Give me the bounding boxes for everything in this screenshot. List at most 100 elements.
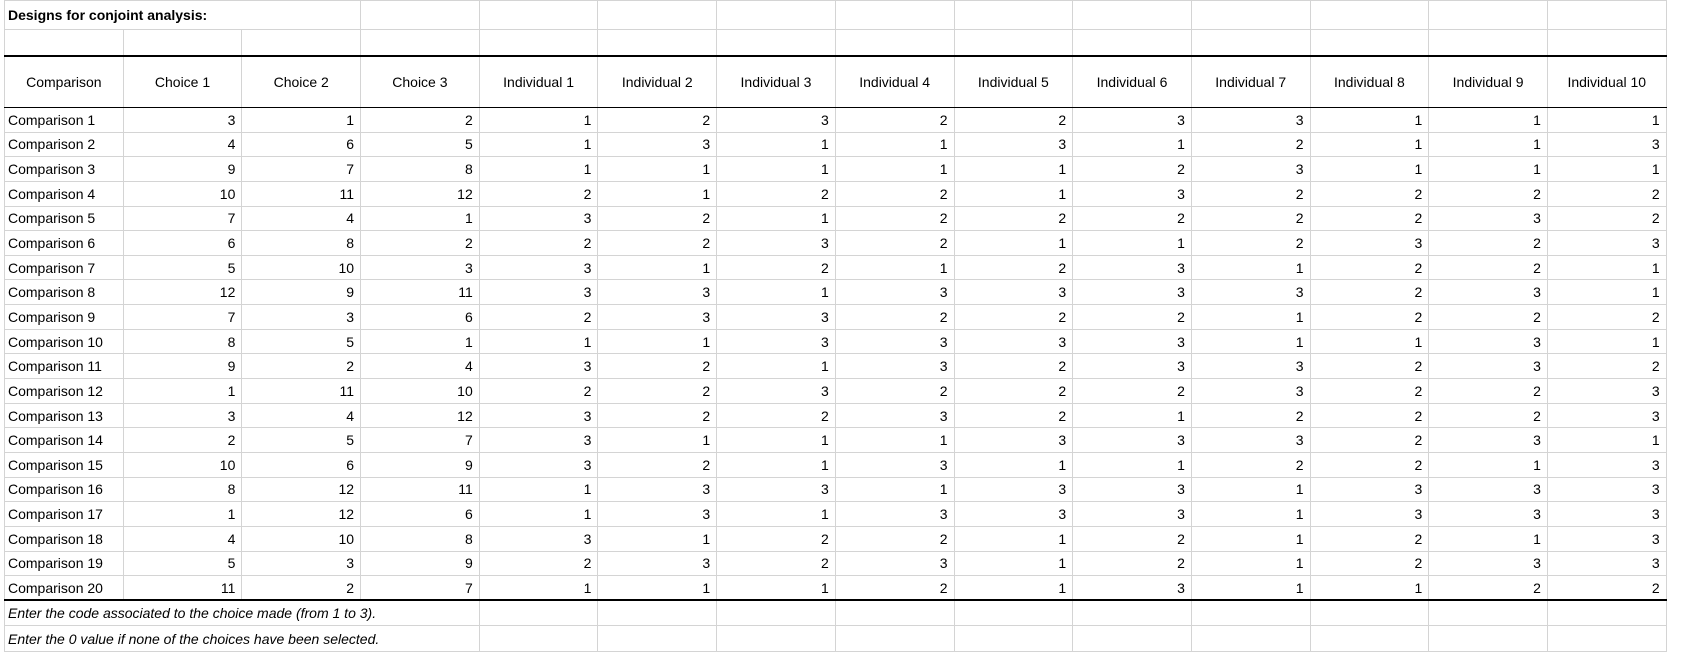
- value-cell[interactable]: 3: [1190, 378, 1311, 404]
- value-cell[interactable]: 12: [360, 402, 480, 429]
- value-cell[interactable]: 3: [360, 254, 480, 281]
- value-cell[interactable]: 3: [1190, 156, 1311, 182]
- value-cell[interactable]: 11: [122, 575, 243, 602]
- value-cell[interactable]: 1: [834, 476, 955, 503]
- value-cell[interactable]: 1: [1546, 279, 1667, 306]
- empty-cell[interactable]: [1546, 625, 1667, 652]
- value-cell[interactable]: 2: [1309, 427, 1430, 453]
- value-cell[interactable]: 9: [360, 550, 480, 577]
- value-cell[interactable]: 1: [478, 131, 599, 158]
- value-cell[interactable]: 1: [1190, 476, 1311, 503]
- value-cell[interactable]: 7: [360, 427, 480, 453]
- value-cell[interactable]: 1: [1309, 107, 1430, 133]
- comparison-label[interactable]: Comparison 5: [4, 205, 124, 232]
- value-cell[interactable]: 2: [716, 180, 836, 207]
- value-cell[interactable]: 3: [1072, 575, 1192, 602]
- value-cell[interactable]: 1: [1190, 575, 1311, 602]
- value-cell[interactable]: 1: [478, 328, 599, 355]
- value-cell[interactable]: 3: [834, 353, 955, 380]
- value-cell[interactable]: 3: [953, 279, 1074, 306]
- value-cell[interactable]: 1: [716, 353, 836, 380]
- value-cell[interactable]: 2: [953, 254, 1074, 281]
- value-cell[interactable]: 2: [1190, 205, 1311, 232]
- value-cell[interactable]: 1: [834, 427, 955, 453]
- empty-cell[interactable]: [1309, 0, 1430, 30]
- value-cell[interactable]: 1: [1190, 328, 1311, 355]
- value-cell[interactable]: 1: [716, 205, 836, 232]
- comparison-label[interactable]: Comparison 12: [4, 378, 124, 404]
- empty-cell[interactable]: [953, 625, 1074, 652]
- empty-cell[interactable]: [1072, 29, 1192, 57]
- value-cell[interactable]: 9: [122, 353, 243, 380]
- value-cell[interactable]: 3: [1428, 476, 1548, 503]
- value-cell[interactable]: 1: [1072, 131, 1192, 158]
- value-cell[interactable]: 2: [834, 230, 955, 256]
- value-cell[interactable]: 11: [360, 476, 480, 503]
- value-cell[interactable]: 2: [1072, 378, 1192, 404]
- comparison-label[interactable]: Comparison 11: [4, 353, 124, 380]
- value-cell[interactable]: 3: [1546, 131, 1667, 158]
- value-cell[interactable]: 2: [1309, 254, 1430, 281]
- value-cell[interactable]: 1: [360, 205, 480, 232]
- value-cell[interactable]: 2: [1309, 353, 1430, 380]
- value-cell[interactable]: 3: [597, 550, 718, 577]
- value-cell[interactable]: 1: [953, 575, 1074, 602]
- empty-cell[interactable]: [1190, 0, 1311, 30]
- comparison-label[interactable]: Comparison 13: [4, 402, 124, 429]
- value-cell[interactable]: 10: [360, 378, 480, 404]
- value-cell[interactable]: 2: [1309, 180, 1430, 207]
- value-cell[interactable]: 3: [716, 107, 836, 133]
- value-cell[interactable]: 7: [360, 575, 480, 602]
- value-cell[interactable]: 2: [241, 575, 362, 602]
- value-cell[interactable]: 1: [716, 451, 836, 478]
- empty-cell[interactable]: [1072, 0, 1192, 30]
- value-cell[interactable]: 3: [1546, 451, 1667, 478]
- column-header[interactable]: Choice 1: [122, 55, 243, 108]
- value-cell[interactable]: 2: [716, 254, 836, 281]
- value-cell[interactable]: 2: [597, 402, 718, 429]
- value-cell[interactable]: 2: [953, 205, 1074, 232]
- value-cell[interactable]: 7: [122, 304, 243, 330]
- value-cell[interactable]: 3: [1072, 328, 1192, 355]
- value-cell[interactable]: 2: [360, 230, 480, 256]
- comparison-label[interactable]: Comparison 14: [4, 427, 124, 453]
- value-cell[interactable]: 3: [1428, 279, 1548, 306]
- value-cell[interactable]: 1: [1428, 451, 1548, 478]
- value-cell[interactable]: 3: [122, 402, 243, 429]
- value-cell[interactable]: 1: [1428, 525, 1548, 552]
- column-header[interactable]: Individual 9: [1428, 55, 1548, 108]
- comparison-label[interactable]: Comparison 6: [4, 230, 124, 256]
- value-cell[interactable]: 3: [716, 304, 836, 330]
- value-cell[interactable]: 3: [1309, 501, 1430, 527]
- empty-cell[interactable]: [1309, 29, 1430, 57]
- value-cell[interactable]: 5: [241, 427, 362, 453]
- value-cell[interactable]: 3: [953, 328, 1074, 355]
- column-header[interactable]: Individual 4: [834, 55, 955, 108]
- column-header[interactable]: Individual 2: [597, 55, 718, 108]
- value-cell[interactable]: 2: [834, 205, 955, 232]
- empty-cell[interactable]: [1546, 29, 1667, 57]
- empty-cell[interactable]: [1309, 625, 1430, 652]
- value-cell[interactable]: 1: [1072, 402, 1192, 429]
- value-cell[interactable]: 1: [1072, 230, 1192, 256]
- value-cell[interactable]: 12: [122, 279, 243, 306]
- empty-cell[interactable]: [4, 29, 124, 57]
- value-cell[interactable]: 3: [1546, 525, 1667, 552]
- value-cell[interactable]: 9: [360, 451, 480, 478]
- value-cell[interactable]: 2: [1309, 378, 1430, 404]
- value-cell[interactable]: 2: [834, 304, 955, 330]
- value-cell[interactable]: 1: [122, 501, 243, 527]
- value-cell[interactable]: 11: [241, 378, 362, 404]
- empty-cell[interactable]: [1190, 625, 1311, 652]
- value-cell[interactable]: 1: [597, 328, 718, 355]
- column-header[interactable]: Comparison: [4, 55, 124, 108]
- value-cell[interactable]: 3: [1546, 378, 1667, 404]
- value-cell[interactable]: 11: [360, 279, 480, 306]
- comparison-label[interactable]: Comparison 18: [4, 525, 124, 552]
- value-cell[interactable]: 2: [716, 525, 836, 552]
- comparison-label[interactable]: Comparison 2: [4, 131, 124, 158]
- value-cell[interactable]: 1: [953, 550, 1074, 577]
- value-cell[interactable]: 3: [1428, 501, 1548, 527]
- value-cell[interactable]: 2: [834, 107, 955, 133]
- value-cell[interactable]: 3: [1072, 279, 1192, 306]
